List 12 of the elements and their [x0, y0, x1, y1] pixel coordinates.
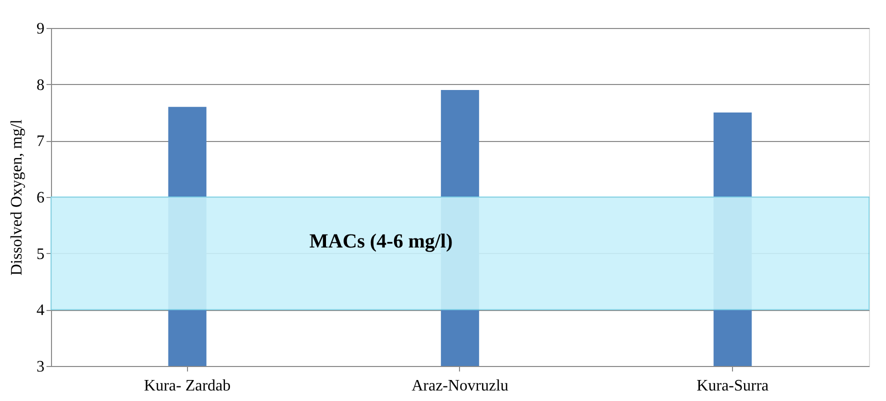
y-tick-label: 4 — [36, 302, 44, 320]
y-tick-label: 7 — [36, 133, 44, 150]
y-tick-label: 3 — [36, 358, 44, 376]
x-tick-label: Araz-Novruzlu — [412, 378, 508, 394]
y-axis-title: Dissolved Oxygen, mg/l — [8, 118, 26, 276]
y-tick-label: 8 — [36, 76, 44, 94]
band-label: MACs (4-6 mg/l) — [309, 230, 453, 252]
x-tick-label: Kura- Zardab — [144, 378, 231, 394]
y-tick-label: 5 — [36, 246, 44, 263]
x-tick-label: Kura-Surra — [696, 378, 769, 394]
y-tick-label: 6 — [36, 190, 44, 206]
y-tick-label: 9 — [36, 20, 44, 38]
